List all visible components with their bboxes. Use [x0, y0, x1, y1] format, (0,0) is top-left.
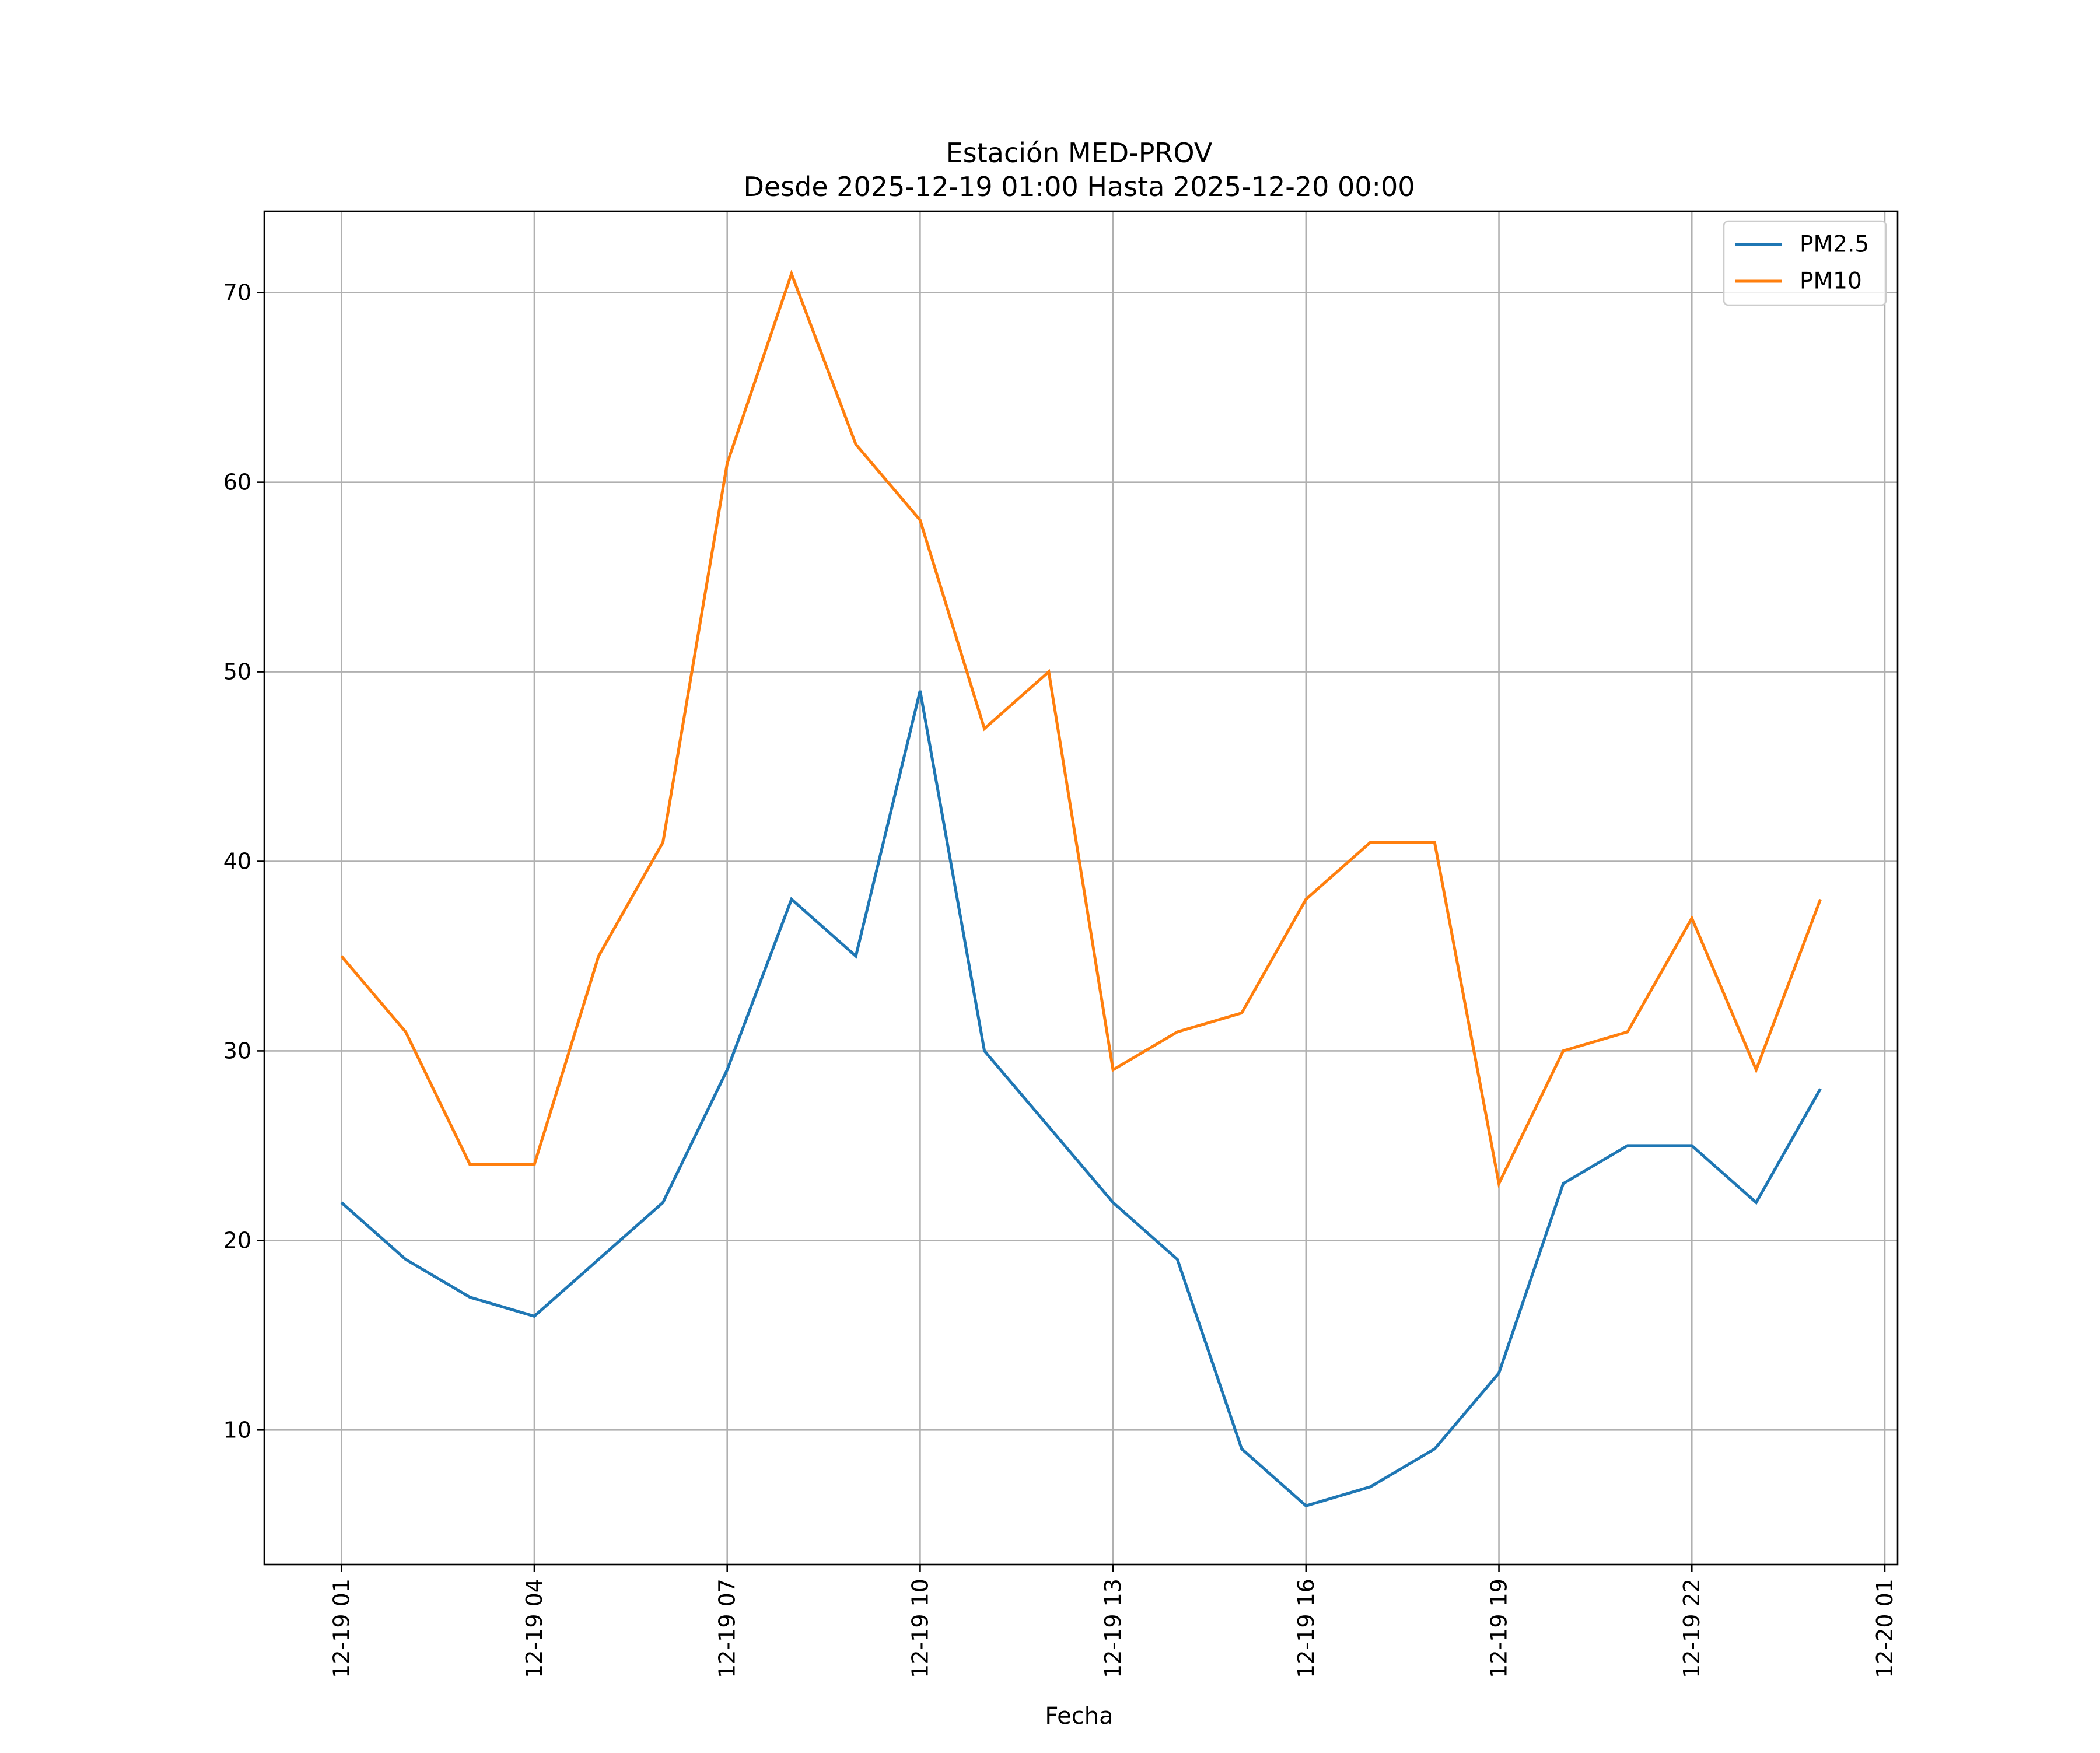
x-tick-label: 12-19 22 — [1679, 1579, 1704, 1678]
y-tick-label: 60 — [223, 470, 251, 495]
x-tick-label: 12-19 19 — [1486, 1579, 1512, 1678]
y-tick-label: 50 — [223, 659, 251, 685]
legend-label: PM10 — [1800, 268, 1862, 295]
legend-box — [1723, 220, 1887, 306]
plot-frame — [263, 210, 1899, 1566]
y-tick-label: 30 — [223, 1038, 251, 1063]
series-lines — [340, 269, 1822, 1508]
series-line-pm25 — [340, 690, 1822, 1508]
y-tick-label: 70 — [223, 280, 251, 306]
chart-subtitle: Desde 2025-12-19 01:00 Hasta 2025-12-20 … — [743, 171, 1415, 202]
x-tick-label: 12-19 01 — [328, 1579, 354, 1678]
axis-ticks: 12-19 01 12-19 04 12-19 07 12-19 10 12-19 13… — [223, 280, 1898, 1678]
y-tick-label: 10 — [223, 1417, 251, 1443]
grid-lines — [264, 211, 1898, 1565]
legend-label: PM2.5 — [1800, 232, 1869, 258]
x-tick-label: 12-19 07 — [715, 1579, 740, 1678]
series-line-pm10 — [340, 269, 1822, 1188]
x-tick-label: 12-19 04 — [522, 1579, 547, 1678]
x-tick-label: 12-19 16 — [1293, 1579, 1319, 1678]
x-tick-label: 12-20 01 — [1872, 1579, 1898, 1678]
y-tick-label: 20 — [223, 1227, 251, 1253]
x-axis-label: Fecha — [1045, 1703, 1113, 1730]
x-tick-label: 12-19 13 — [1100, 1579, 1126, 1678]
y-tick-label: 40 — [223, 849, 251, 874]
chart-title: Estación MED-PROV — [946, 137, 1213, 169]
legend: PM2.5 PM10 — [1723, 220, 1887, 306]
x-tick-label: 12-19 10 — [907, 1579, 933, 1678]
